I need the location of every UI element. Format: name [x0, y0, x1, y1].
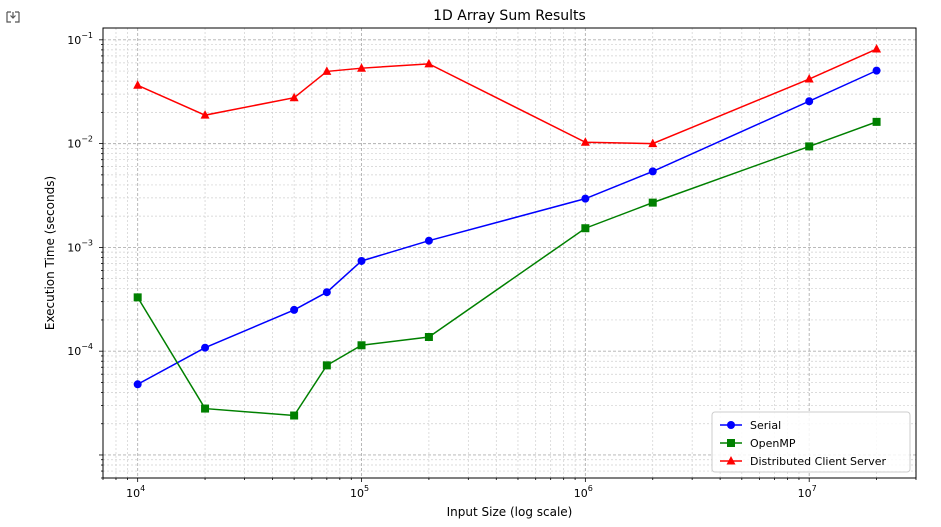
data-point	[322, 361, 331, 370]
y-tick-label: 10−2	[67, 135, 93, 151]
legend: Serial OpenMP Distributed Client Server	[711, 411, 911, 473]
x-tick-label: 107	[798, 484, 817, 500]
data-point	[805, 97, 814, 106]
data-point	[201, 343, 210, 352]
data-point	[357, 63, 367, 72]
data-point	[322, 66, 332, 75]
data-point	[322, 288, 331, 297]
axis-ticks: 104 105 106 107 10−4 10−3 10−2 10−1	[67, 31, 917, 500]
data-point	[805, 142, 814, 151]
series-line	[137, 69, 877, 385]
data-point	[648, 198, 657, 207]
data-point	[581, 224, 590, 233]
x-tick-label: 106	[574, 484, 593, 500]
legend-label: Serial	[750, 419, 781, 432]
plot-area-frame	[102, 27, 917, 479]
data-point	[201, 404, 210, 413]
x-tick-label: 104	[126, 484, 145, 500]
series-line	[137, 48, 877, 145]
series-0	[133, 66, 881, 389]
series-2	[133, 44, 882, 148]
legend-marker	[726, 456, 736, 465]
series-line	[137, 121, 877, 417]
data-point	[357, 341, 366, 350]
data-point	[581, 194, 590, 203]
data-point	[290, 411, 299, 420]
legend-marker	[727, 421, 735, 429]
y-tick-label: 10−4	[67, 342, 93, 358]
legend-label: Distributed Client Server	[750, 455, 887, 468]
y-tick-label: 10−1	[67, 31, 93, 47]
data-point	[200, 110, 210, 119]
data-point	[133, 80, 143, 89]
x-axis-label: Input Size (log scale)	[447, 505, 573, 519]
data-point	[872, 117, 881, 126]
legend-label: OpenMP	[750, 437, 796, 450]
data-point	[424, 58, 434, 68]
data-point	[133, 293, 142, 302]
data-point	[357, 256, 366, 265]
series-1	[133, 117, 881, 420]
chart-title: 1D Array Sum Results	[433, 8, 586, 24]
y-tick-label: 10−3	[67, 238, 93, 254]
legend-marker	[727, 439, 735, 447]
output-toggle-icon[interactable]	[6, 9, 20, 23]
data-point	[424, 236, 433, 245]
data-point	[872, 66, 881, 75]
data-point	[804, 74, 814, 83]
data-point	[289, 92, 299, 102]
data-point	[648, 167, 657, 176]
y-axis-label: Execution Time (seconds)	[43, 176, 57, 330]
x-tick-label: 105	[350, 484, 369, 500]
data-point	[133, 380, 142, 389]
data-point	[290, 305, 299, 314]
data-point	[872, 44, 882, 53]
data-point	[580, 137, 590, 146]
data-point	[648, 138, 658, 148]
data-point	[424, 332, 433, 341]
series-layer	[133, 44, 882, 420]
legend-box	[711, 411, 911, 473]
